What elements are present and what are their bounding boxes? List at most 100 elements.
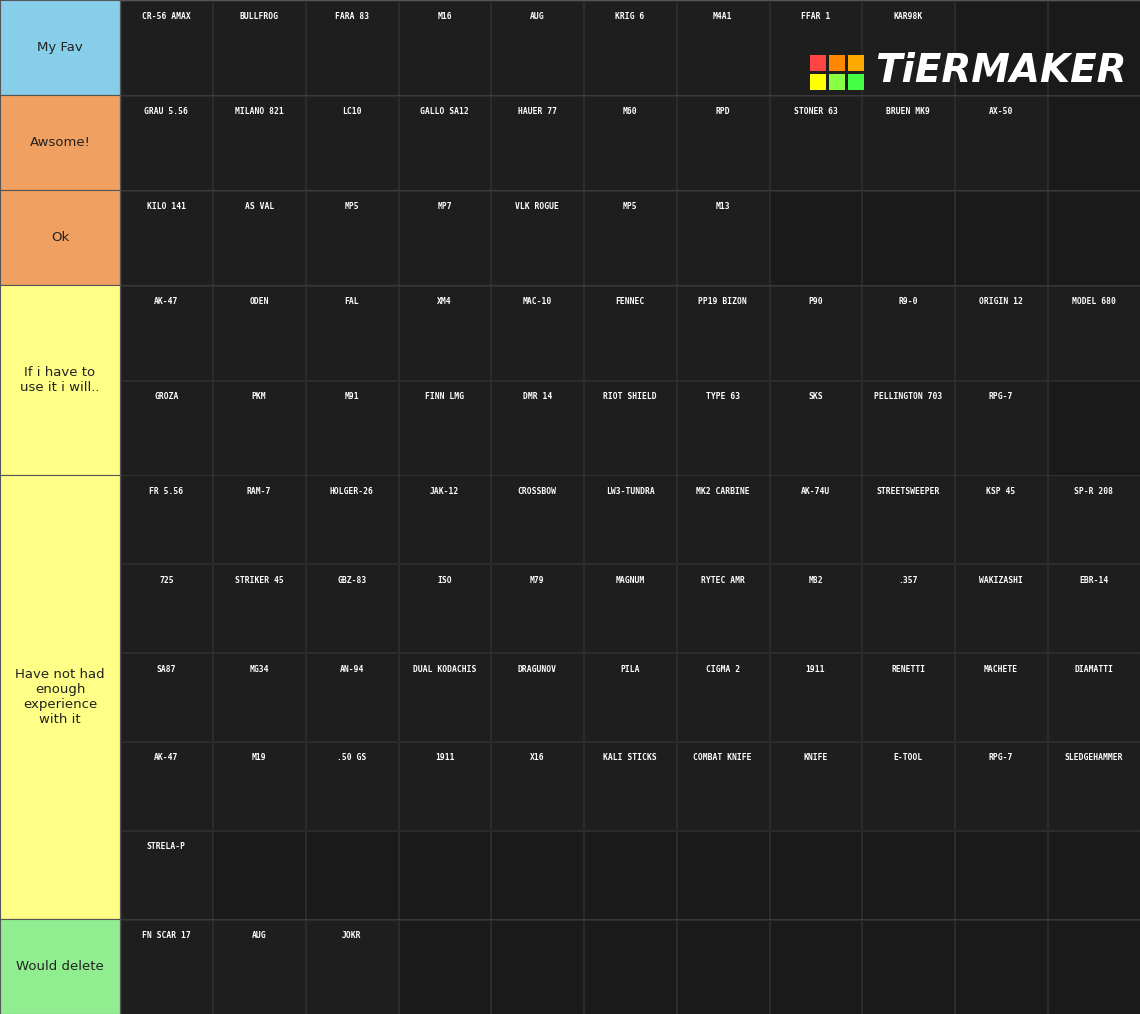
Bar — [213, 380, 306, 475]
Text: SP-R 208: SP-R 208 — [1074, 487, 1113, 496]
Text: M79: M79 — [530, 576, 545, 585]
Text: R9-0: R9-0 — [898, 297, 918, 306]
Bar — [0, 919, 120, 1014]
Bar — [770, 95, 862, 190]
Text: M82: M82 — [808, 576, 823, 585]
Bar — [1048, 191, 1140, 285]
Bar — [584, 286, 676, 379]
Bar — [1048, 920, 1140, 1014]
Bar — [120, 0, 1140, 95]
Bar — [584, 0, 676, 94]
Text: BRUEN MK9: BRUEN MK9 — [886, 107, 930, 116]
Bar — [811, 74, 826, 90]
Text: Would delete: Would delete — [16, 960, 104, 973]
Bar — [213, 476, 306, 564]
Text: PELLINGTON 703: PELLINGTON 703 — [874, 392, 943, 401]
Text: CROSSBOW: CROSSBOW — [518, 487, 556, 496]
Text: RENETTI: RENETTI — [891, 664, 926, 673]
Bar — [677, 286, 768, 379]
Bar — [491, 286, 584, 379]
Bar — [955, 565, 1047, 652]
Text: SA87: SA87 — [156, 664, 177, 673]
Text: JAK-12: JAK-12 — [430, 487, 459, 496]
Text: HAUER 77: HAUER 77 — [518, 107, 556, 116]
Bar — [1048, 0, 1140, 94]
Text: 1911: 1911 — [434, 753, 455, 763]
Bar — [213, 830, 306, 919]
Text: CR-56 AMAX: CR-56 AMAX — [142, 12, 190, 21]
Bar — [399, 920, 490, 1014]
Bar — [677, 0, 768, 94]
Text: MK2 CARBINE: MK2 CARBINE — [695, 487, 750, 496]
Bar — [399, 742, 490, 829]
Text: MG34: MG34 — [250, 664, 269, 673]
Text: HOLGER-26: HOLGER-26 — [329, 487, 374, 496]
Bar — [584, 920, 676, 1014]
Bar — [399, 191, 490, 285]
Bar — [1048, 286, 1140, 379]
Text: STRELA-P: STRELA-P — [147, 843, 186, 851]
Text: MODEL 680: MODEL 680 — [1072, 297, 1116, 306]
Bar — [399, 380, 490, 475]
Text: ISO: ISO — [438, 576, 451, 585]
Bar — [1048, 476, 1140, 564]
Bar — [677, 191, 768, 285]
Text: BULLFROG: BULLFROG — [239, 12, 278, 21]
Text: My Fav: My Fav — [38, 41, 83, 54]
Bar — [306, 920, 398, 1014]
Text: 725: 725 — [160, 576, 173, 585]
Text: KNIFE: KNIFE — [804, 753, 828, 763]
Bar — [677, 830, 768, 919]
Bar — [399, 0, 490, 94]
Bar — [955, 742, 1047, 829]
Bar — [584, 95, 676, 190]
Bar — [399, 565, 490, 652]
Text: KALI STICKS: KALI STICKS — [603, 753, 657, 763]
Text: FFAR 1: FFAR 1 — [800, 12, 830, 21]
Bar — [491, 191, 584, 285]
Bar — [491, 95, 584, 190]
Text: AK-47: AK-47 — [154, 297, 179, 306]
Text: AUG: AUG — [530, 12, 545, 21]
Bar — [121, 920, 212, 1014]
Bar — [677, 742, 768, 829]
Bar — [829, 74, 845, 90]
Bar — [1048, 742, 1140, 829]
Bar — [0, 0, 120, 95]
Text: AN-94: AN-94 — [340, 664, 364, 673]
Text: STRIKER 45: STRIKER 45 — [235, 576, 284, 585]
Bar — [121, 653, 212, 741]
Text: .50 GS: .50 GS — [337, 753, 366, 763]
Text: 1911: 1911 — [806, 664, 825, 673]
Bar — [213, 565, 306, 652]
Text: XM4: XM4 — [438, 297, 451, 306]
Bar — [306, 95, 398, 190]
Bar — [306, 742, 398, 829]
Text: AS VAL: AS VAL — [244, 202, 274, 211]
Text: M13: M13 — [716, 202, 730, 211]
Bar — [677, 476, 768, 564]
Bar — [955, 380, 1047, 475]
Bar — [306, 476, 398, 564]
Bar — [491, 830, 584, 919]
Text: E-TOOL: E-TOOL — [894, 753, 922, 763]
Bar — [120, 475, 1140, 919]
Bar — [1048, 653, 1140, 741]
Bar — [677, 380, 768, 475]
Text: RPG-7: RPG-7 — [988, 753, 1013, 763]
Text: LC10: LC10 — [342, 107, 361, 116]
Bar — [121, 95, 212, 190]
Text: M4A1: M4A1 — [712, 12, 733, 21]
Bar — [0, 95, 120, 190]
Bar — [213, 191, 306, 285]
Bar — [955, 286, 1047, 379]
Text: FENNEC: FENNEC — [616, 297, 644, 306]
Text: M16: M16 — [438, 12, 451, 21]
Text: M19: M19 — [252, 753, 267, 763]
Text: MILANO 821: MILANO 821 — [235, 107, 284, 116]
Text: STREETSWEEPER: STREETSWEEPER — [877, 487, 939, 496]
Text: RIOT SHIELD: RIOT SHIELD — [603, 392, 657, 401]
Text: DIAMATTI: DIAMATTI — [1074, 664, 1113, 673]
Bar — [491, 653, 584, 741]
Bar — [399, 476, 490, 564]
